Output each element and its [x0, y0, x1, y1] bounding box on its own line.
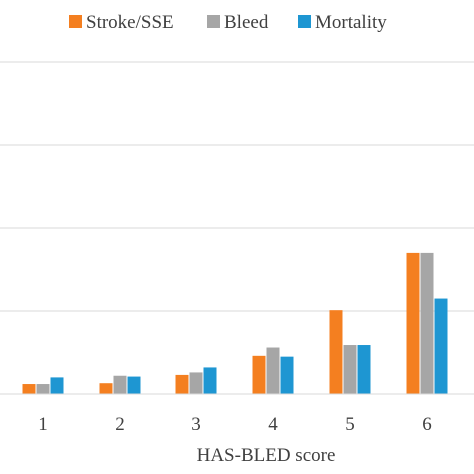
bar-mortality-5: [357, 345, 371, 394]
bar-stroke-sse-3: [175, 374, 189, 394]
x-tick-label-1: 1: [38, 414, 48, 435]
x-axis-label: HAS-BLED score: [197, 445, 336, 466]
legend-label-bleed: Bleed: [224, 12, 269, 33]
bar-bleed-6: [420, 252, 434, 394]
bar-mortality-4: [280, 356, 294, 394]
legend-swatch-stroke-sse: [69, 15, 82, 28]
bar-mortality-2: [127, 376, 141, 394]
legend: Stroke/SSE Bleed Mortality: [69, 12, 387, 33]
x-tick-label-2: 2: [115, 414, 125, 435]
bar-bleed-3: [189, 372, 203, 394]
bars: [22, 252, 448, 394]
bar-mortality-3: [203, 367, 217, 394]
x-tick-label-4: 4: [268, 414, 278, 435]
bar-stroke-sse-5: [329, 310, 343, 394]
bar-bleed-2: [113, 375, 127, 394]
bar-stroke-sse-2: [99, 383, 113, 394]
x-tick-label-5: 5: [345, 414, 355, 435]
legend-swatch-bleed: [207, 15, 220, 28]
bar-mortality-1: [50, 377, 64, 394]
bar-bleed-1: [36, 384, 50, 394]
legend-swatch-mortality: [298, 15, 311, 28]
legend-label-mortality: Mortality: [315, 12, 387, 33]
bar-stroke-sse-4: [252, 355, 266, 394]
bar-stroke-sse-1: [22, 384, 36, 394]
bar-mortality-6: [434, 298, 448, 394]
gridlines: [0, 61, 474, 312]
legend-label-stroke-sse: Stroke/SSE: [86, 12, 174, 33]
bar-bleed-4: [266, 347, 280, 394]
bar-stroke-sse-6: [406, 252, 420, 394]
x-tick-label-6: 6: [422, 414, 432, 435]
x-tick-label-3: 3: [191, 414, 201, 435]
x-tick-labels: 1 2 3 4 5 6: [38, 414, 432, 435]
bar-bleed-5: [343, 345, 357, 394]
